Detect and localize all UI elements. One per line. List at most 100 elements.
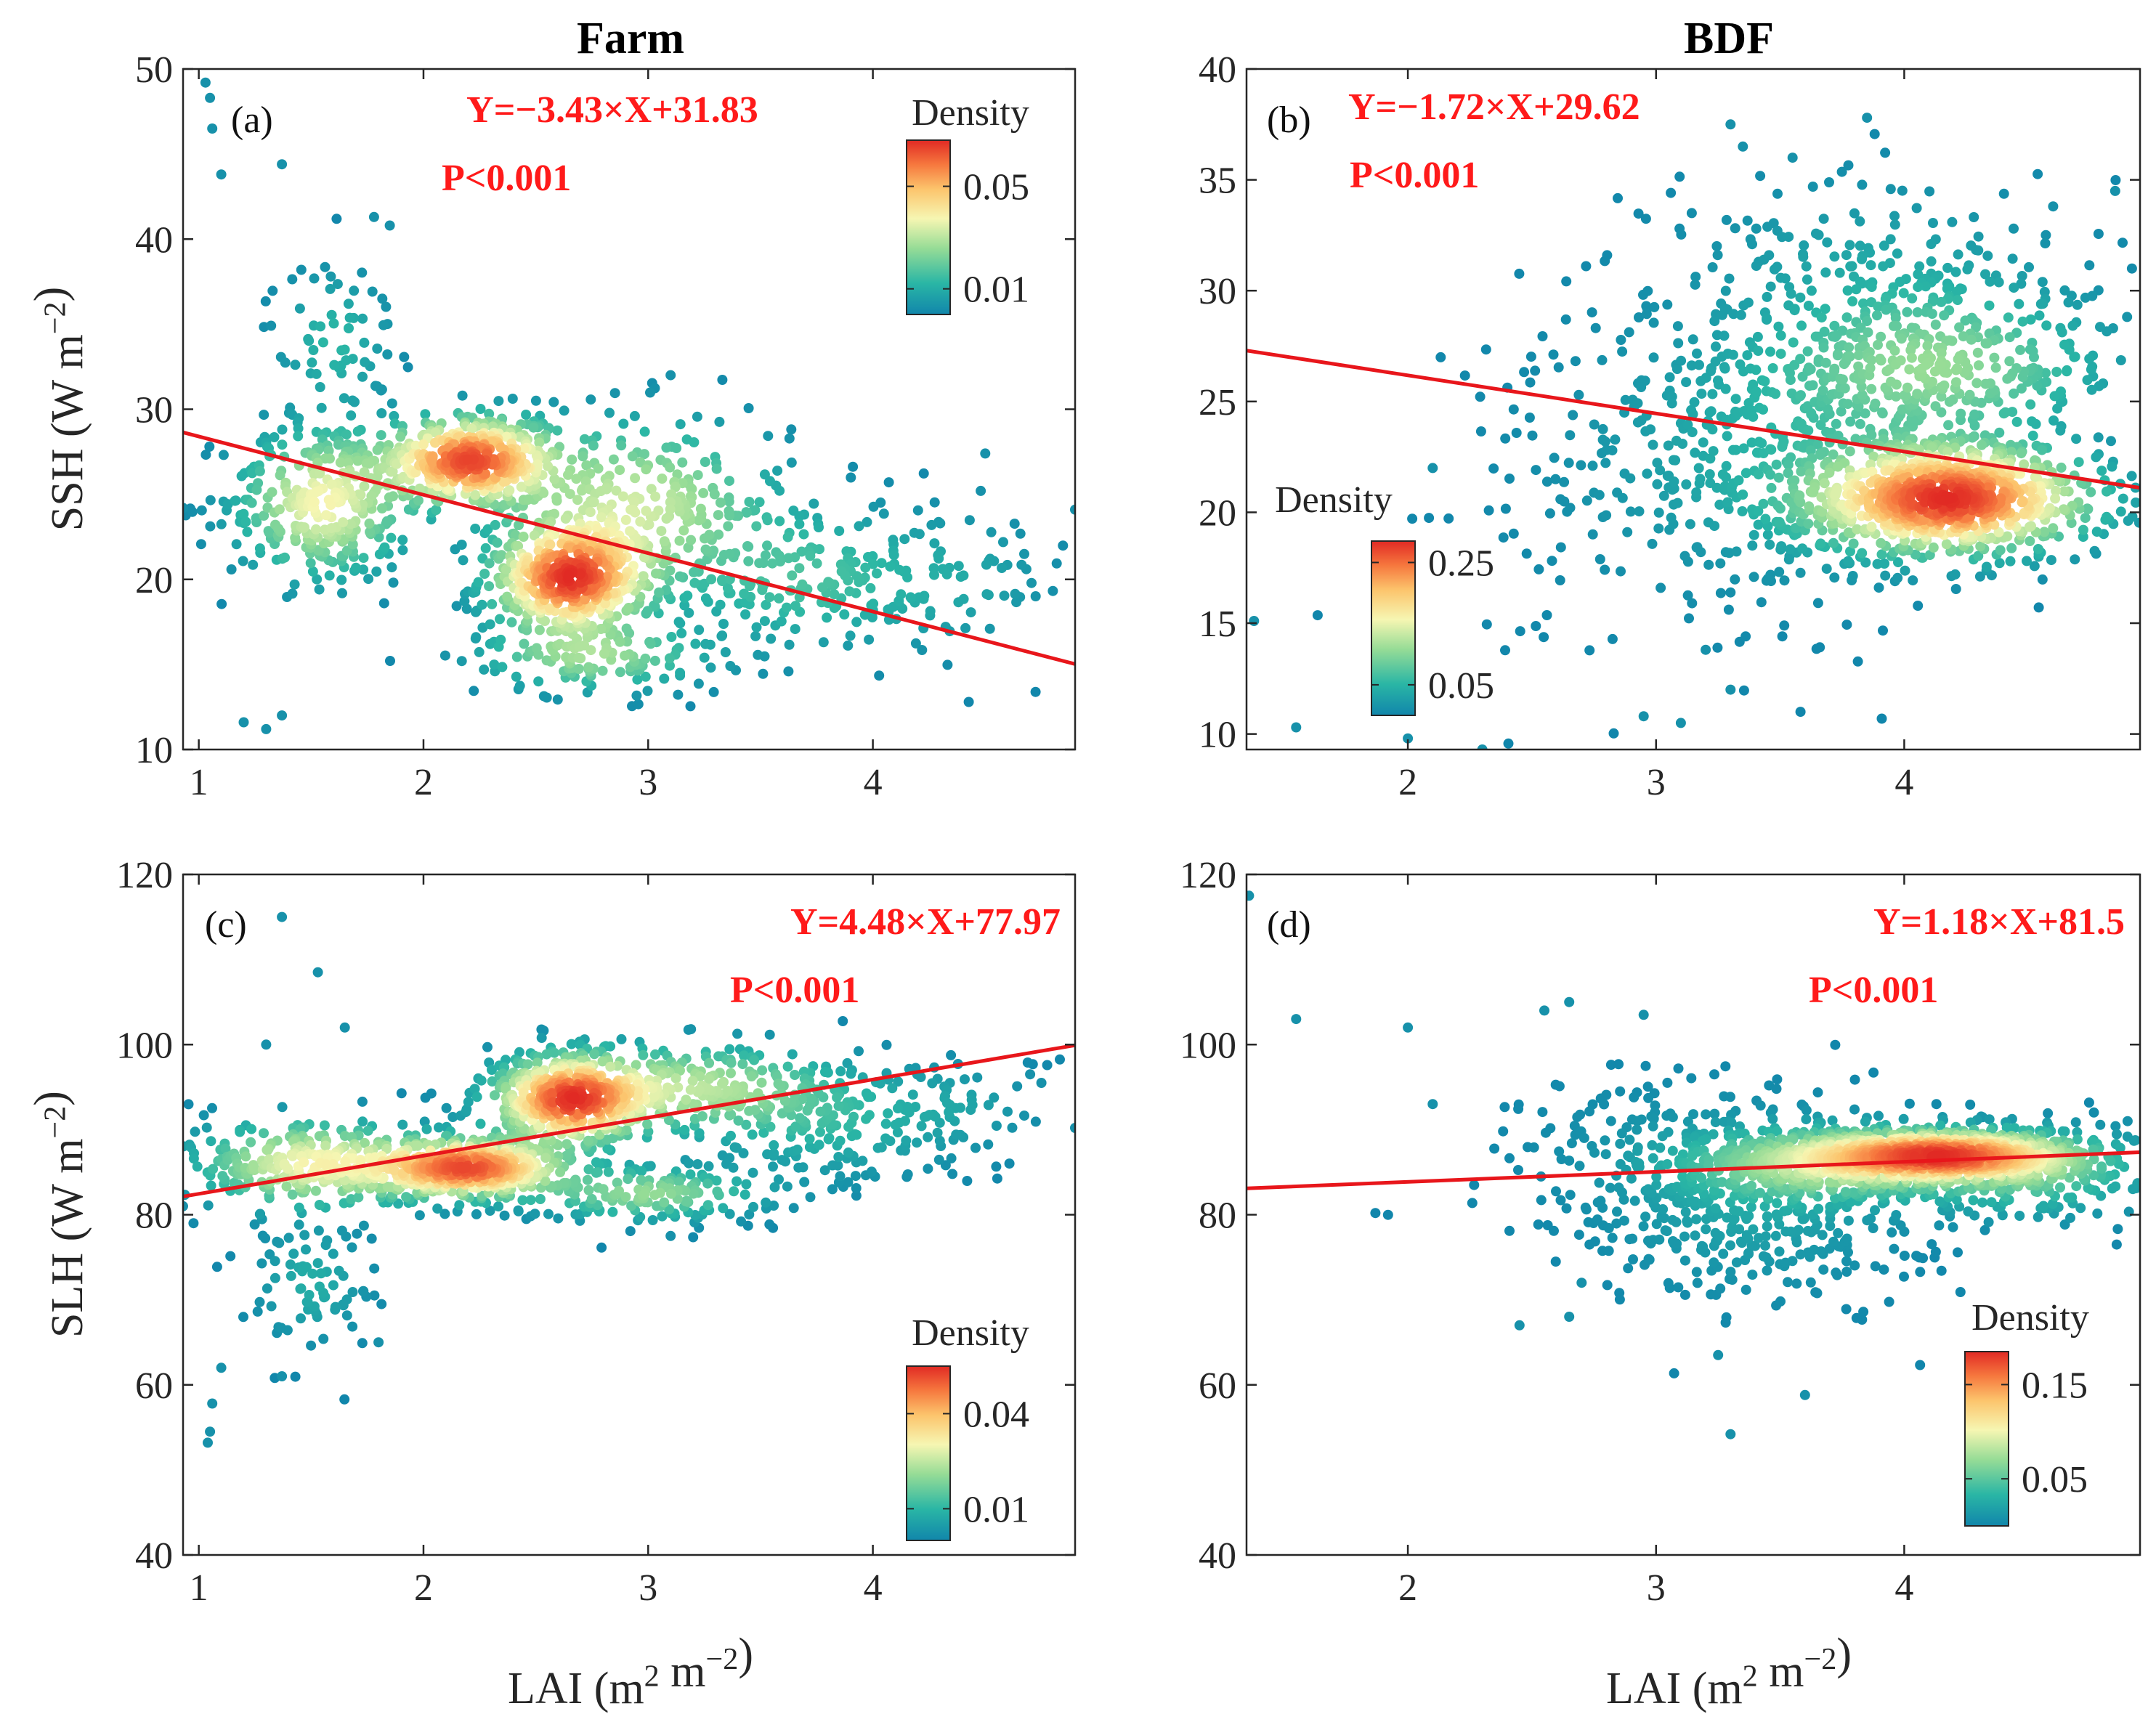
scatter-point [846, 1068, 856, 1079]
scatter-point [1553, 362, 1564, 373]
scatter-point [2066, 518, 2077, 529]
scatter-point [2110, 175, 2121, 185]
scatter-point [703, 1161, 714, 1171]
scatter-point [737, 1059, 748, 1070]
scatter-point [1796, 390, 1806, 401]
scatter-point [1824, 177, 1834, 187]
scatter-point [1885, 234, 1896, 245]
scatter-point [532, 1057, 543, 1068]
scatter-point [2069, 352, 2080, 362]
scatter-point [723, 1086, 733, 1096]
scatter-point [2055, 425, 2066, 436]
scatter-point [1550, 474, 1561, 484]
scatter-point [998, 537, 1008, 548]
scatter-point [1866, 521, 1877, 532]
scatter-point [2080, 513, 2091, 524]
scatter-point [1594, 554, 1605, 564]
scatter-point [1009, 519, 1020, 529]
scatter-point [666, 1188, 676, 1199]
scatter-point [571, 474, 582, 484]
scatter-point [225, 1251, 236, 1262]
scatter-point [2126, 471, 2137, 482]
scatter-point [518, 532, 529, 542]
scatter-point [1775, 503, 1786, 514]
scatter-point [1779, 620, 1790, 631]
scatter-point [1982, 251, 1993, 261]
scatter-point [358, 1286, 368, 1296]
scatter-point [470, 524, 481, 534]
scatter-point [471, 1092, 482, 1102]
scatter-point [687, 1076, 698, 1087]
scatter-point [917, 645, 928, 655]
scatter-point [692, 470, 703, 481]
scatter-point [960, 1074, 970, 1085]
scatter-point [549, 474, 560, 484]
scatter-point [360, 357, 370, 367]
scatter-point [1756, 438, 1767, 449]
scatter-point [872, 1142, 883, 1153]
scatter-point [357, 1116, 368, 1127]
scatter-point [1857, 253, 1867, 264]
scatter-point [811, 558, 822, 569]
scatter-point-outlier [980, 448, 991, 459]
scatter-point [804, 1134, 815, 1145]
scatter-point [1950, 584, 1961, 594]
scatter-point-outlier [2048, 201, 2059, 212]
scatter-point [594, 1129, 605, 1140]
scatter-point [1816, 312, 1827, 323]
scatter-point [484, 558, 495, 569]
scatter-point [281, 1181, 292, 1192]
scatter-point [1849, 208, 1860, 219]
scatter-point [382, 349, 393, 360]
scatter-point [711, 463, 722, 474]
scatter-point [646, 484, 657, 495]
scatter-point [1030, 686, 1041, 697]
scatter-point [1847, 296, 1858, 306]
scatter-point [2016, 448, 2027, 459]
scatter-point [1837, 374, 1848, 385]
scatter-point [700, 457, 710, 467]
scatter-point [863, 552, 873, 562]
scatter-point [814, 522, 824, 532]
scatter-point [864, 634, 875, 645]
scatter-point [700, 533, 710, 544]
scatter-point [316, 402, 327, 413]
scatter-point-outlier [1701, 644, 1711, 655]
scatter-point [713, 1051, 724, 1062]
scatter-point [1652, 479, 1663, 490]
scatter-point [521, 410, 532, 420]
scatter-point [315, 382, 325, 392]
scatter-point [388, 577, 399, 588]
scatter-point [381, 516, 392, 527]
scatter-point [1876, 713, 1887, 724]
scatter-point [1944, 493, 1955, 504]
scatter-point [981, 559, 992, 570]
scatter-point [717, 1079, 727, 1089]
scatter-point [783, 553, 794, 564]
scatter-point [311, 524, 321, 535]
scatter-point [341, 355, 352, 366]
scatter-point [769, 1148, 779, 1159]
scatter-point [1951, 286, 1962, 297]
scatter-point [695, 503, 706, 514]
scatter-point [314, 584, 325, 595]
scatter-point [1707, 389, 1718, 399]
scatter-point [1587, 460, 1598, 471]
scatter-point [259, 1128, 269, 1139]
scatter-point [2115, 355, 2126, 365]
scatter-point [642, 686, 653, 696]
scatter-point [459, 596, 470, 606]
scatter-point [2067, 320, 2078, 331]
scatter-point [1842, 285, 1853, 296]
scatter-point [504, 485, 515, 496]
scatter-point [470, 490, 481, 500]
scatter-point [1829, 365, 1840, 376]
scatter-point [929, 497, 940, 508]
scatter-point-outlier [1675, 718, 1686, 728]
scatter-point [739, 1189, 750, 1200]
scatter-point [498, 476, 509, 487]
scatter-point [666, 489, 677, 500]
scatter-point [1815, 538, 1826, 549]
scatter-point [490, 1090, 500, 1101]
